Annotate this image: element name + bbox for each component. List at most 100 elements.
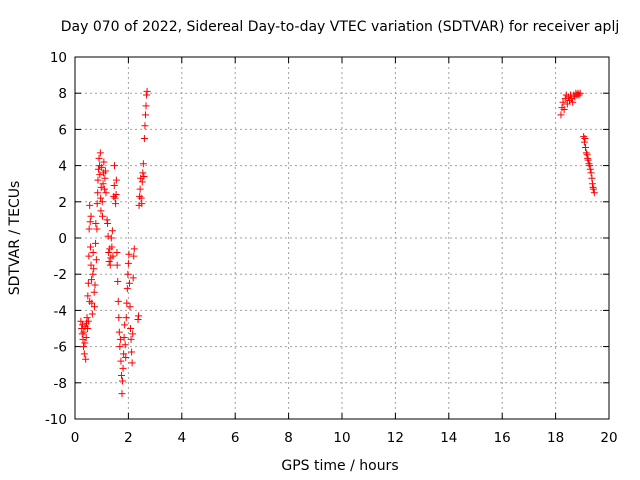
data-point bbox=[116, 335, 124, 343]
x-tick-label: 2 bbox=[124, 430, 133, 446]
y-tick-label: -6 bbox=[54, 340, 67, 356]
data-point bbox=[125, 279, 133, 287]
data-point bbox=[130, 252, 138, 260]
data-point bbox=[102, 189, 110, 197]
data-point bbox=[588, 180, 596, 188]
data-point bbox=[86, 243, 94, 251]
data-point bbox=[121, 321, 129, 329]
grid-lines bbox=[75, 57, 609, 419]
data-point bbox=[90, 303, 98, 311]
data-point bbox=[559, 98, 567, 106]
data-point bbox=[127, 325, 135, 332]
data-point bbox=[112, 200, 120, 208]
data-point bbox=[113, 261, 121, 269]
data-point bbox=[124, 259, 132, 267]
data-point bbox=[95, 154, 103, 162]
data-point bbox=[91, 281, 99, 289]
data-point bbox=[88, 299, 96, 307]
data-point bbox=[80, 328, 88, 336]
data-point bbox=[143, 91, 151, 99]
y-tick-labels: -10 -8 -6 -4 -2 0 2 4 6 8 10 bbox=[45, 50, 67, 428]
data-point bbox=[94, 176, 102, 184]
data-point bbox=[105, 258, 113, 266]
data-point bbox=[139, 169, 147, 177]
data-point bbox=[143, 87, 151, 95]
data-point bbox=[128, 359, 136, 367]
data-point bbox=[110, 182, 118, 190]
data-point bbox=[92, 256, 100, 264]
data-point bbox=[124, 270, 132, 278]
data-point bbox=[583, 151, 591, 159]
y-tick-label: 0 bbox=[58, 231, 67, 247]
data-point bbox=[114, 277, 122, 285]
data-point bbox=[590, 189, 598, 197]
data-point bbox=[140, 134, 148, 142]
x-tick-labels: 0 2 4 6 8 10 12 14 16 18 20 bbox=[71, 430, 618, 446]
data-point bbox=[575, 91, 583, 99]
data-point bbox=[127, 335, 135, 343]
data-point bbox=[99, 212, 107, 220]
data-point bbox=[129, 274, 137, 282]
y-tick-label: -2 bbox=[54, 267, 67, 283]
data-point bbox=[130, 245, 138, 253]
data-point bbox=[96, 171, 104, 179]
data-point bbox=[582, 149, 590, 157]
data-point bbox=[587, 169, 595, 177]
data-point bbox=[83, 314, 91, 322]
data-point bbox=[586, 162, 594, 170]
data-point bbox=[78, 330, 86, 338]
data-point bbox=[106, 261, 114, 269]
data-point bbox=[98, 163, 106, 171]
y-tick-label: 2 bbox=[58, 195, 67, 211]
data-point bbox=[585, 160, 593, 168]
data-point bbox=[97, 207, 105, 215]
x-tick-label: 6 bbox=[231, 430, 240, 446]
data-point bbox=[103, 216, 111, 224]
data-point bbox=[100, 158, 108, 166]
x-tick-label: 12 bbox=[387, 430, 404, 446]
data-point bbox=[134, 315, 142, 323]
data-point bbox=[560, 105, 568, 113]
y-tick-label: 8 bbox=[58, 86, 67, 102]
data-point bbox=[108, 227, 116, 235]
data-point bbox=[82, 334, 90, 342]
data-point bbox=[118, 390, 126, 398]
data-point bbox=[104, 220, 112, 228]
data-point bbox=[94, 165, 102, 173]
axis-ticks bbox=[74, 56, 610, 420]
data-point bbox=[580, 138, 588, 146]
y-tick-label: -4 bbox=[54, 303, 67, 319]
data-point bbox=[98, 198, 106, 206]
data-point bbox=[136, 192, 144, 200]
y-axis-label: SDTVAR / TECUs bbox=[7, 181, 23, 296]
data-point bbox=[78, 325, 86, 332]
data-point bbox=[590, 185, 598, 193]
y-tick-label: 6 bbox=[58, 122, 67, 138]
data-point bbox=[88, 310, 96, 318]
data-point bbox=[115, 328, 123, 336]
x-axis-label: GPS time / hours bbox=[281, 458, 398, 474]
data-point bbox=[119, 377, 127, 385]
data-point bbox=[101, 167, 109, 175]
data-point bbox=[93, 225, 101, 233]
data-point bbox=[117, 357, 125, 365]
data-point bbox=[81, 339, 89, 347]
data-point bbox=[581, 134, 589, 142]
x-tick-label: 20 bbox=[600, 430, 617, 446]
data-point bbox=[96, 149, 104, 157]
data-point bbox=[87, 212, 95, 220]
data-point bbox=[128, 348, 136, 356]
data-point bbox=[79, 335, 87, 343]
data-point bbox=[129, 330, 137, 338]
data-point bbox=[138, 178, 146, 186]
data-point bbox=[80, 350, 88, 358]
data-point bbox=[584, 156, 592, 164]
data-point bbox=[82, 355, 90, 363]
data-point bbox=[122, 314, 130, 322]
data-point bbox=[576, 89, 584, 97]
x-tick-label: 16 bbox=[494, 430, 511, 446]
data-point bbox=[111, 194, 119, 202]
y-tick-label: 4 bbox=[58, 159, 67, 175]
data-point bbox=[107, 234, 115, 242]
